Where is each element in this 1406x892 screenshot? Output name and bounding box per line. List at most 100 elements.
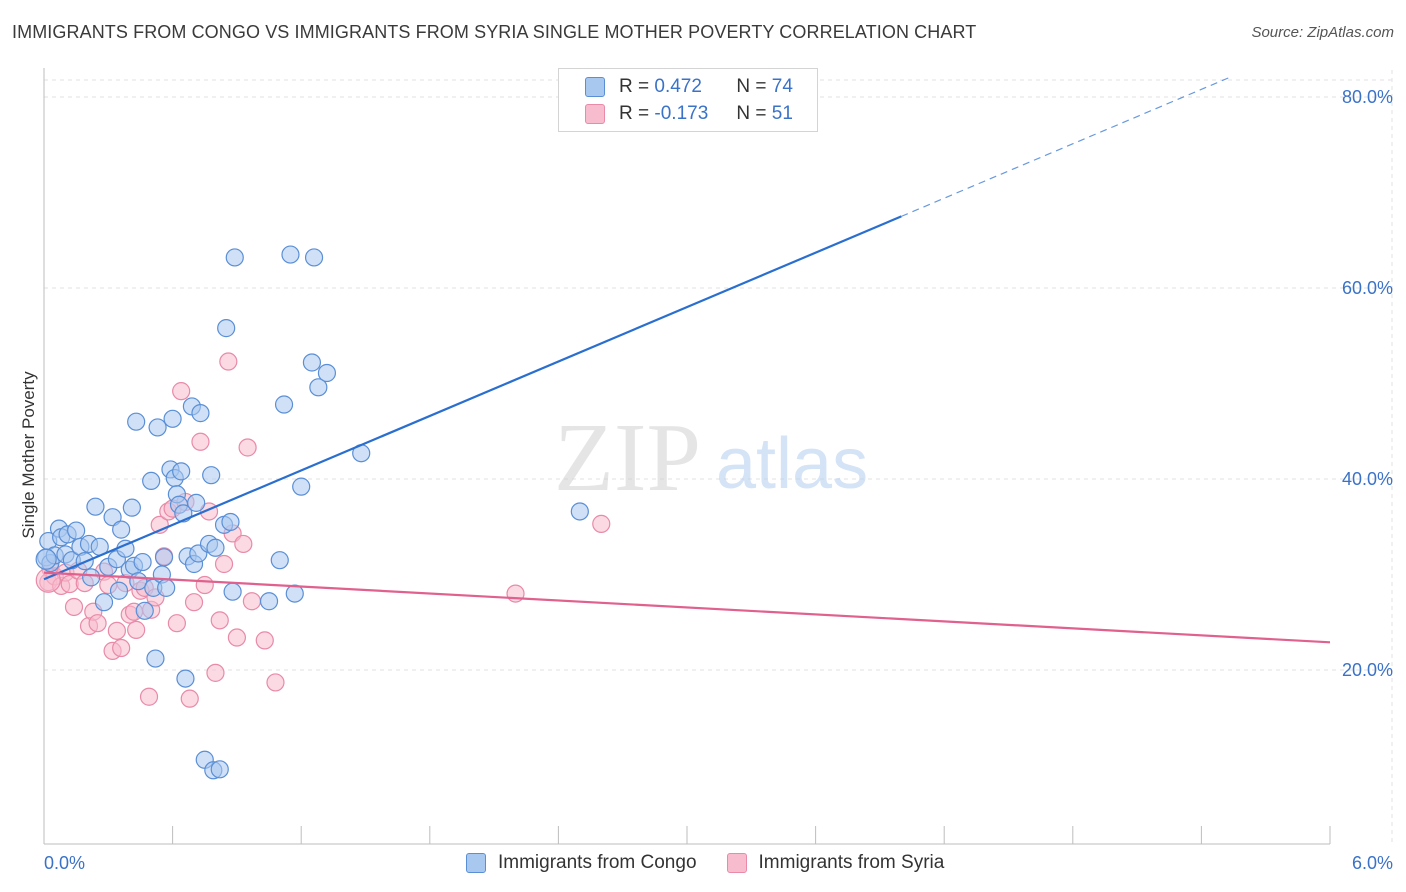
stats-legend: R = 0.472 N = 74 R = -0.173 N = 51 bbox=[558, 68, 818, 132]
congo-point bbox=[103, 508, 122, 527]
congo-point bbox=[191, 404, 210, 423]
axes-layer bbox=[43, 68, 1331, 845]
congo-point bbox=[142, 471, 161, 491]
syria-point bbox=[191, 432, 210, 451]
syria-point bbox=[180, 689, 199, 708]
syria-point bbox=[64, 597, 84, 617]
r-label: R = bbox=[619, 76, 650, 97]
congo-points bbox=[35, 245, 589, 780]
congo-swatch bbox=[585, 77, 605, 97]
syria-legend-label: Immigrants from Syria bbox=[758, 852, 945, 873]
syria-swatch bbox=[585, 104, 605, 124]
congo-point bbox=[94, 593, 114, 612]
y-tick-label: 40.0% bbox=[1342, 469, 1393, 489]
grid-layer bbox=[44, 70, 1393, 844]
syria-point bbox=[219, 352, 238, 371]
congo-point bbox=[133, 552, 152, 572]
congo-point bbox=[109, 581, 129, 600]
watermark-atlas: atlas bbox=[716, 424, 868, 504]
congo-point bbox=[172, 462, 191, 481]
congo-point bbox=[281, 245, 300, 264]
congo-point bbox=[148, 418, 167, 437]
legend-item-syria: Immigrants from Syria bbox=[726, 852, 945, 874]
x-tick-label-max: 6.0% bbox=[1352, 853, 1393, 873]
source-credit: Source: ZipAtlas.com bbox=[1251, 24, 1394, 41]
congo-point bbox=[225, 248, 244, 267]
congo-point bbox=[223, 582, 242, 601]
congo-point bbox=[122, 498, 141, 517]
congo-point bbox=[176, 669, 195, 688]
syria-point bbox=[255, 631, 274, 650]
n-label: N = bbox=[736, 103, 767, 124]
congo-point bbox=[217, 319, 236, 338]
y-axis-label: Single Mother Poverty bbox=[19, 371, 38, 539]
congo-point bbox=[146, 649, 165, 668]
chart-title: IMMIGRANTS FROM CONGO VS IMMIGRANTS FROM… bbox=[12, 22, 977, 42]
syria-point bbox=[206, 663, 225, 682]
congo-point bbox=[154, 548, 174, 567]
congo-point bbox=[317, 363, 337, 383]
congo-legend-label: Immigrants from Congo bbox=[498, 852, 697, 873]
syria-point bbox=[227, 628, 246, 647]
congo-point bbox=[35, 548, 57, 570]
y-tick-label: 80.0% bbox=[1342, 87, 1393, 107]
series-legend: Immigrants from Congo Immigrants from Sy… bbox=[466, 852, 974, 874]
syria-point bbox=[127, 620, 146, 639]
congo-point bbox=[135, 601, 154, 620]
legend-item-congo: Immigrants from Congo bbox=[466, 852, 697, 874]
syria-legend-swatch bbox=[726, 853, 747, 873]
watermark-zip: ZIP bbox=[554, 404, 701, 512]
congo-point bbox=[309, 378, 328, 397]
congo-point bbox=[304, 248, 324, 267]
congo-legend-swatch bbox=[466, 853, 486, 873]
congo-point bbox=[127, 412, 146, 431]
congo-point bbox=[285, 584, 304, 603]
legend-row-syria: R = -0.173 N = 51 bbox=[585, 102, 793, 126]
syria-point bbox=[167, 614, 186, 633]
n-label: N = bbox=[736, 76, 767, 97]
congo-point bbox=[112, 520, 131, 539]
syria-point bbox=[266, 673, 285, 692]
syria-point bbox=[592, 514, 611, 533]
congo-point bbox=[274, 395, 294, 414]
congo-point bbox=[86, 497, 105, 516]
congo-point bbox=[157, 578, 176, 597]
syria-point bbox=[139, 687, 159, 706]
syria-point bbox=[107, 621, 126, 640]
syria-point bbox=[210, 611, 229, 630]
congo-point bbox=[187, 493, 206, 512]
congo-n-value: 74 bbox=[771, 76, 793, 97]
congo-point bbox=[292, 477, 311, 496]
tick-labels: 20.0% 40.0% 60.0% 80.0% 0.0% 6.0% bbox=[44, 87, 1393, 873]
syria-point bbox=[242, 592, 262, 611]
syria-point bbox=[184, 593, 204, 612]
syria-point bbox=[195, 575, 214, 595]
congo-point bbox=[210, 760, 229, 779]
syria-n-value: 51 bbox=[771, 103, 793, 124]
watermark: ZIP atlas bbox=[554, 404, 868, 512]
syria-point bbox=[234, 534, 253, 554]
syria-point bbox=[214, 554, 234, 574]
syria-point bbox=[88, 614, 107, 633]
congo-point bbox=[259, 592, 279, 611]
congo-point bbox=[270, 551, 289, 570]
congo-point bbox=[302, 353, 322, 372]
x-tick-label-min: 0.0% bbox=[44, 853, 85, 873]
r-label: R = bbox=[619, 103, 650, 124]
congo-point bbox=[202, 466, 221, 485]
congo-point bbox=[67, 521, 86, 540]
syria-point bbox=[112, 638, 131, 658]
congo-trend-line bbox=[43, 215, 902, 581]
congo-point bbox=[570, 502, 589, 521]
trend-lines bbox=[43, 77, 1331, 644]
syria-point bbox=[238, 438, 257, 457]
congo-point bbox=[221, 512, 240, 532]
congo-r-value: 0.472 bbox=[654, 76, 702, 97]
congo-point bbox=[82, 568, 101, 587]
congo-point bbox=[206, 538, 225, 557]
syria-point bbox=[172, 382, 191, 401]
legend-row-congo: R = 0.472 N = 74 bbox=[585, 75, 793, 99]
y-tick-label: 60.0% bbox=[1342, 278, 1393, 298]
syria-r-value: -0.173 bbox=[654, 103, 709, 124]
